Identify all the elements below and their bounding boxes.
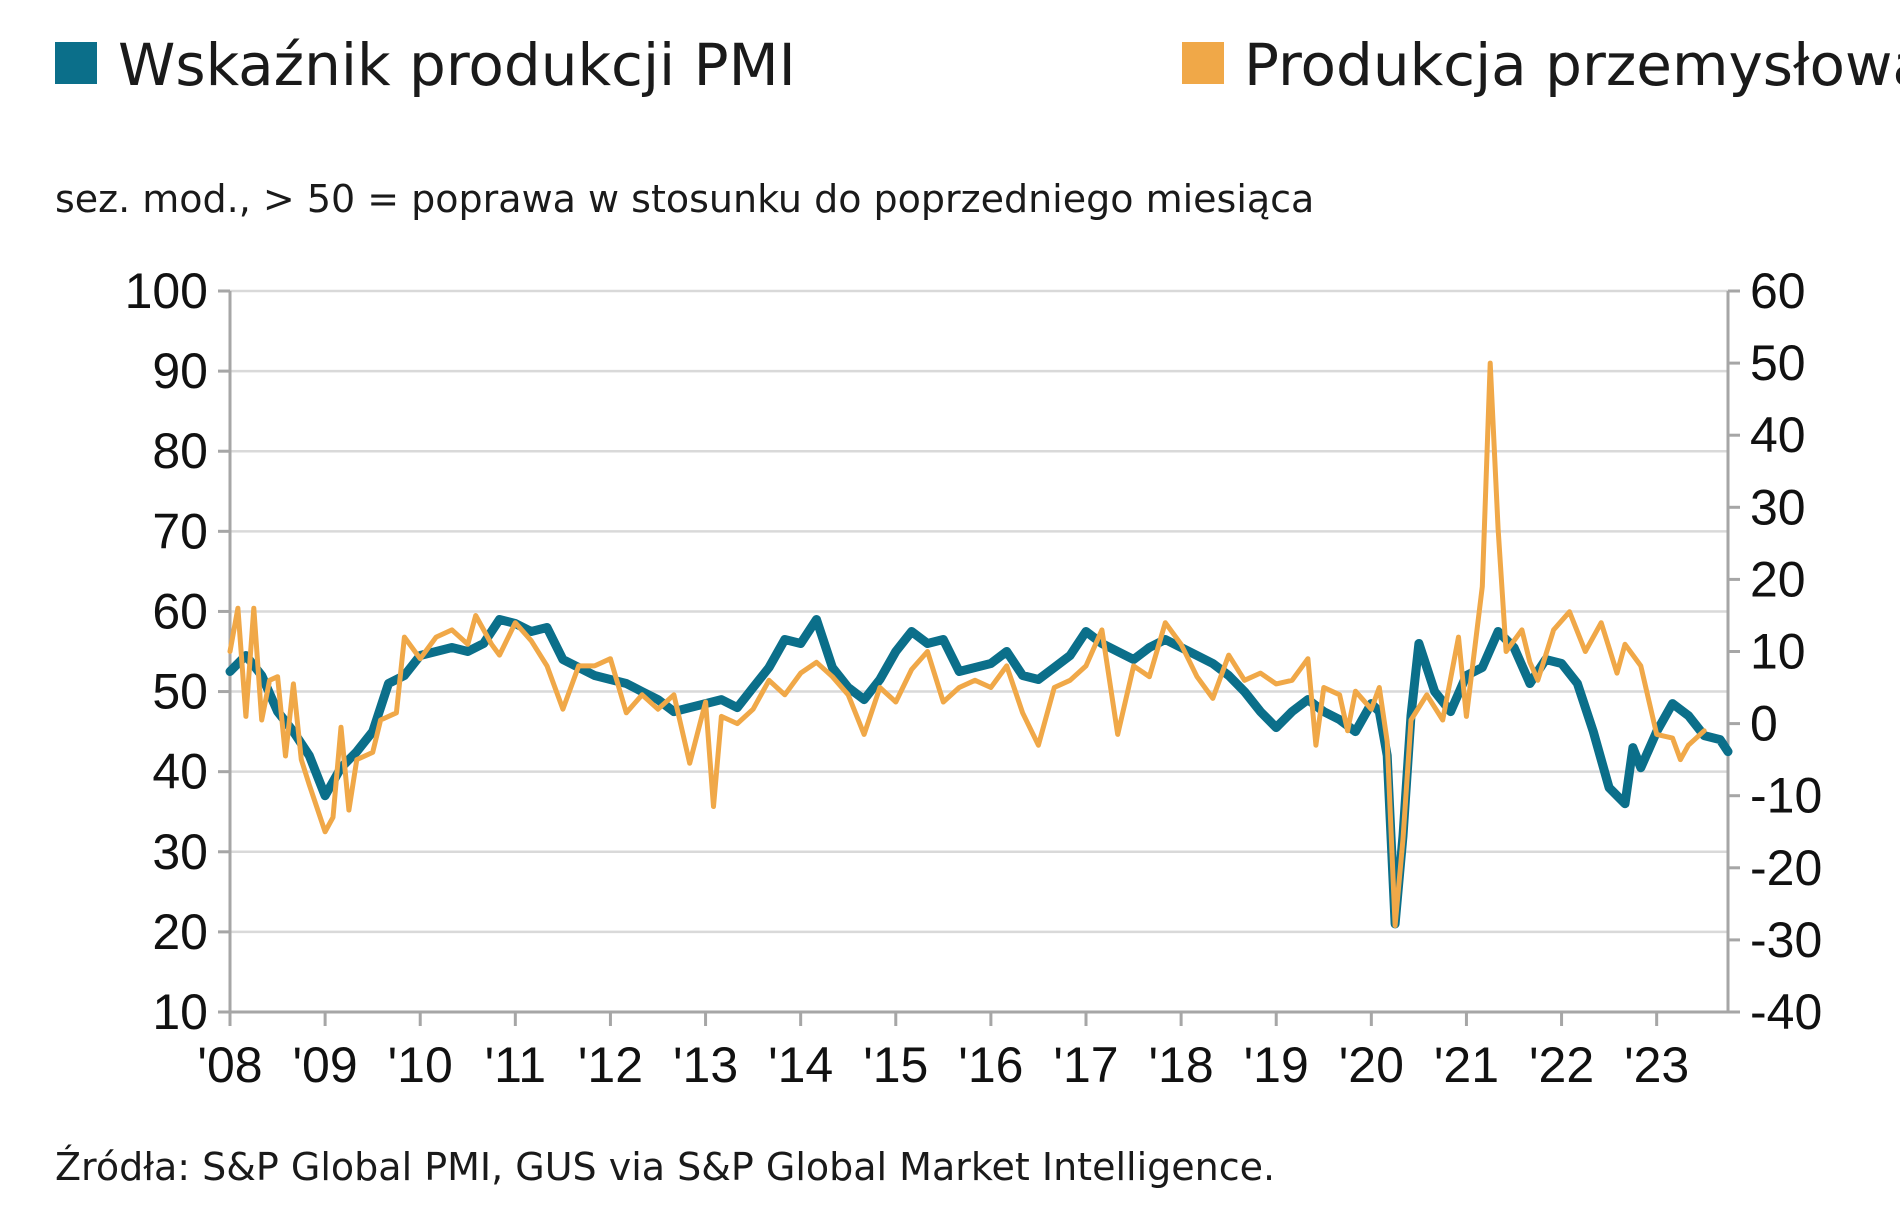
right-tick-label: 30	[1750, 479, 1806, 535]
x-tick-label: '22	[1529, 1037, 1594, 1093]
right-tick-label: 20	[1750, 551, 1806, 607]
legend: Wskaźnik produkcji PMI Produkcja przemys…	[55, 31, 1900, 99]
grid	[230, 289, 1728, 934]
legend-swatch-production	[1182, 42, 1224, 84]
left-tick-label: 10	[152, 984, 208, 1040]
x-tick-label: '23	[1624, 1037, 1689, 1093]
right-tick-label: -20	[1750, 840, 1822, 896]
x-tick-label: '08	[197, 1037, 262, 1093]
x-tick-label: '15	[863, 1037, 928, 1093]
left-tick-label: 80	[152, 423, 208, 479]
legend-label-pmi: Wskaźnik produkcji PMI	[118, 31, 796, 99]
left-axis-ticks: 10 20 30 40 50 60 70 80 90 100	[125, 263, 230, 1040]
right-tick-label: 40	[1750, 407, 1806, 463]
chart-subtitle: sez. mod., > 50 = poprawa w stosunku do …	[55, 177, 1314, 221]
x-tick-label: '14	[768, 1037, 833, 1093]
legend-label-production: Produkcja przemysłowa	[1244, 31, 1900, 99]
legend-swatch-pmi	[55, 42, 97, 84]
right-tick-label: -30	[1750, 912, 1822, 968]
left-tick-label: 30	[152, 824, 208, 880]
left-tick-label: 90	[152, 343, 208, 399]
x-tick-label: '17	[1053, 1037, 1118, 1093]
left-tick-label: 70	[152, 503, 208, 559]
x-tick-label: '18	[1149, 1037, 1214, 1093]
x-tick-label: '10	[388, 1037, 453, 1093]
left-tick-label: 60	[152, 583, 208, 639]
x-tick-label: '09	[293, 1037, 358, 1093]
left-tick-label: 20	[152, 904, 208, 960]
x-tick-label: '21	[1434, 1037, 1499, 1093]
right-tick-label: -40	[1750, 984, 1822, 1040]
x-tick-label: '12	[578, 1037, 643, 1093]
right-tick-label: 10	[1750, 624, 1806, 680]
left-tick-label: 40	[152, 744, 208, 800]
series-line-production	[227, 360, 1707, 928]
x-tick-label: '19	[1244, 1037, 1309, 1093]
x-tick-label: '20	[1339, 1037, 1404, 1093]
x-tick-label: '16	[958, 1037, 1023, 1093]
right-tick-label: 0	[1750, 696, 1778, 752]
right-tick-label: -10	[1750, 768, 1822, 824]
left-tick-label: 100	[125, 263, 208, 319]
series	[225, 360, 1733, 929]
chart-source: Źródła: S&P Global PMI, GUS via S&P Glob…	[55, 1145, 1275, 1189]
series-line-pmi	[225, 615, 1733, 929]
right-axis-ticks: -40 -30 -20 -10 0 10 20 30 40 50 60	[1728, 263, 1822, 1040]
right-tick-label: 50	[1750, 335, 1806, 391]
x-tick-label: '11	[485, 1037, 546, 1093]
left-tick-label: 50	[152, 664, 208, 720]
right-tick-label: 60	[1750, 263, 1806, 319]
x-axis-ticks: '08 '09 '10 '11 '12 '13 '14 '15 '16 '17 '18 '19 '20 '…	[197, 1012, 1689, 1093]
x-tick-label: '13	[673, 1037, 738, 1093]
